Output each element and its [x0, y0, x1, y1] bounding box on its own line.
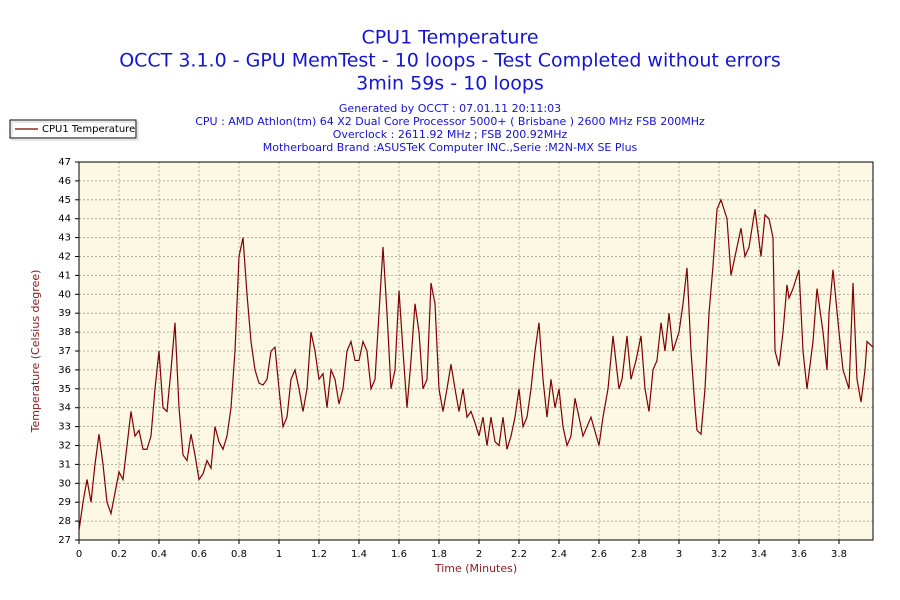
x-tick-label: 1.6: [391, 549, 407, 560]
x-tick-label: 3.4: [751, 549, 767, 560]
info-line: CPU : AMD Athlon(tm) 64 X2 Dual Core Pro…: [195, 115, 705, 128]
x-tick-label: 2.6: [591, 549, 607, 560]
y-tick-label: 46: [58, 176, 71, 187]
x-tick-label: 2: [476, 549, 482, 560]
chart-title: CPU1 Temperature: [361, 27, 538, 49]
x-tick-label: 0.6: [191, 549, 207, 560]
y-tick-label: 45: [58, 195, 71, 206]
x-tick-label: 1.4: [351, 549, 367, 560]
y-tick-label: 34: [58, 403, 71, 414]
y-tick-label: 37: [58, 346, 71, 357]
x-tick-label: 0.8: [231, 549, 247, 560]
y-tick-label: 31: [58, 459, 71, 470]
y-tick-label: 33: [58, 422, 71, 433]
y-tick-label: 47: [58, 157, 71, 168]
y-tick-label: 41: [58, 270, 71, 281]
x-tick-label: 0.2: [111, 549, 127, 560]
x-tick-label: 0.4: [151, 549, 167, 560]
y-tick-label: 36: [58, 365, 71, 376]
y-tick-label: 40: [58, 289, 71, 300]
y-axis-label: Temperature (Celsius degree): [29, 270, 42, 434]
x-tick-label: 2.8: [631, 549, 647, 560]
legend-label: CPU1 Temperature: [42, 124, 135, 135]
info-line: Generated by OCCT : 07.01.11 20:11:03: [339, 102, 561, 115]
y-tick-label: 30: [58, 478, 71, 489]
x-tick-label: 0: [76, 549, 82, 560]
y-tick-label: 38: [58, 327, 71, 338]
plot-border: [78, 161, 874, 541]
data-line: [78, 198, 874, 531]
y-tick-label: 43: [58, 233, 71, 244]
y-tick-label: 32: [58, 441, 71, 452]
legend-box: [9, 119, 137, 139]
x-tick-label: 3.2: [711, 549, 727, 560]
y-tick-label: 27: [58, 535, 71, 546]
y-tick-label: 29: [58, 497, 71, 508]
y-tick-label: 35: [58, 384, 71, 395]
x-tick-label: 3: [676, 549, 682, 560]
x-tick-label: 3.6: [791, 549, 807, 560]
chart-subtitle: OCCT 3.1.0 - GPU MemTest - 10 loops - Te…: [119, 50, 781, 72]
y-tick-label: 44: [58, 214, 71, 225]
legend: CPU1 Temperature: [9, 119, 139, 141]
y-tick-label: 39: [58, 308, 71, 319]
x-tick-label: 2.4: [551, 549, 567, 560]
x-axis-label: Time (Minutes): [434, 562, 517, 575]
info-line: Motherboard Brand :ASUSTeK Computer INC.…: [263, 141, 638, 154]
info-line: Overclock : 2611.92 MHz ; FSB 200.92MHz: [333, 128, 568, 141]
x-tick-label: 1: [276, 549, 282, 560]
y-tick-label: 42: [58, 252, 71, 263]
x-tick-label: 3.8: [831, 549, 847, 560]
x-tick-label: 1.2: [311, 549, 327, 560]
y-tick-label: 28: [58, 516, 71, 527]
x-tick-label: 1.8: [431, 549, 447, 560]
legend-shadow: [11, 121, 139, 141]
chart-subtitle: 3min 59s - 10 loops: [356, 73, 544, 95]
x-tick-label: 2.2: [511, 549, 527, 560]
